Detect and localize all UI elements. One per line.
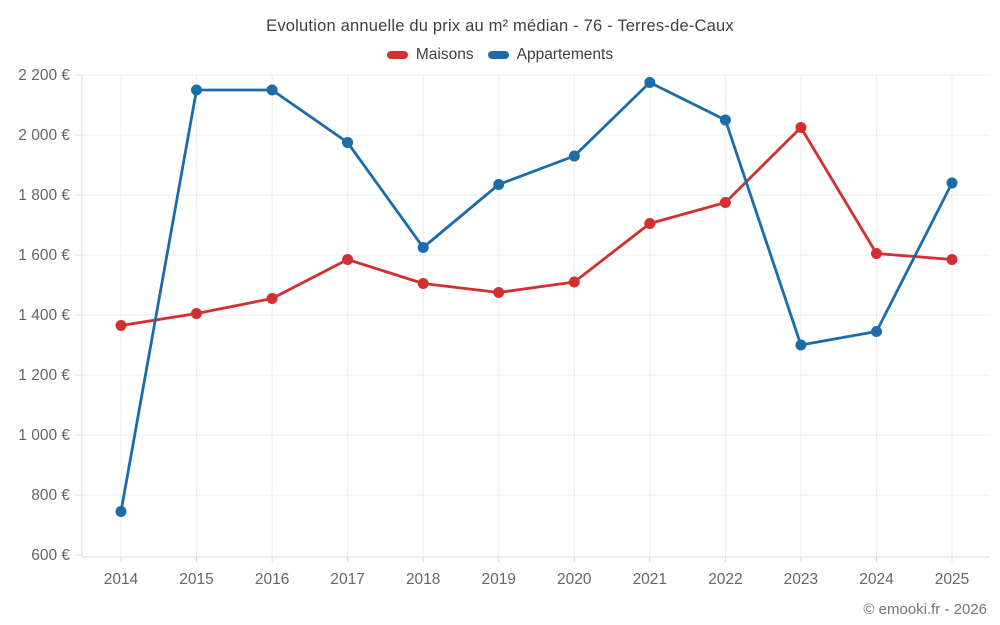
x-axis-label: 2025 — [935, 571, 969, 588]
maisons-point — [115, 320, 127, 331]
x-axis-label: 2017 — [330, 571, 364, 588]
x-axis-label: 2018 — [406, 571, 440, 588]
maisons-point — [946, 254, 958, 265]
attribution-text: © emooki.fr - 2026 — [863, 601, 987, 618]
y-axis-label: 2 000 € — [18, 127, 70, 144]
appartements-point — [644, 77, 656, 88]
chart-title: Evolution annuelle du prix au m² médian … — [266, 17, 734, 35]
appartements-point — [342, 137, 354, 148]
maisons-point — [191, 308, 202, 319]
x-axis-label: 2024 — [859, 571, 894, 588]
appartements-point — [795, 339, 807, 351]
y-axis-label: 600 € — [31, 547, 70, 564]
y-axis-label: 1 600 € — [18, 247, 70, 264]
legend-label-maisons: Maisons — [415, 46, 474, 63]
legend-swatch-maisons — [386, 51, 408, 59]
appartements-point — [266, 84, 278, 96]
x-axis-label: 2022 — [708, 571, 742, 588]
maisons-point — [342, 254, 354, 265]
y-axis-label: 2 200 € — [18, 67, 70, 84]
x-axis-label: 2020 — [557, 571, 592, 588]
x-axis-label: 2019 — [481, 571, 515, 588]
appartements-point — [493, 179, 505, 190]
legend-label-appartements: Appartements — [516, 46, 614, 63]
appartements-line — [119, 81, 954, 513]
y-axis-label: 1 000 € — [18, 427, 70, 444]
appartements-point — [946, 177, 958, 189]
maisons-point — [493, 287, 505, 298]
y-axis-label: 1 800 € — [18, 187, 70, 204]
x-axis-label: 2021 — [633, 571, 667, 588]
y-axis-label: 1 200 € — [18, 367, 70, 384]
appartements-point — [871, 326, 882, 337]
legend-swatch-appartements — [487, 51, 509, 59]
appartements-point — [191, 84, 202, 96]
maisons-point — [795, 122, 807, 133]
appartements-point — [417, 242, 429, 253]
maisons-line — [119, 126, 954, 327]
maisons-point — [417, 278, 429, 289]
y-axis-label: 800 € — [31, 487, 70, 504]
maisons-point — [644, 218, 656, 229]
appartements-point — [115, 506, 127, 517]
y-axis-label: 1 400 € — [18, 307, 70, 324]
maisons-point — [568, 276, 580, 288]
x-axis-label: 2023 — [784, 571, 818, 588]
maisons-point — [266, 293, 278, 304]
appartements-point — [568, 150, 580, 162]
maisons-point — [871, 248, 882, 259]
x-axis-label: 2015 — [179, 571, 213, 588]
x-axis-label: 2014 — [104, 571, 139, 588]
legend-item-appartements[interactable]: Appartements — [487, 46, 614, 64]
legend-item-maisons[interactable]: Maisons — [386, 46, 474, 64]
maisons-point — [719, 197, 731, 208]
x-axis-label: 2016 — [255, 571, 289, 588]
appartements-point — [719, 114, 731, 126]
chart-legend: Maisons Appartements — [0, 46, 1000, 64]
